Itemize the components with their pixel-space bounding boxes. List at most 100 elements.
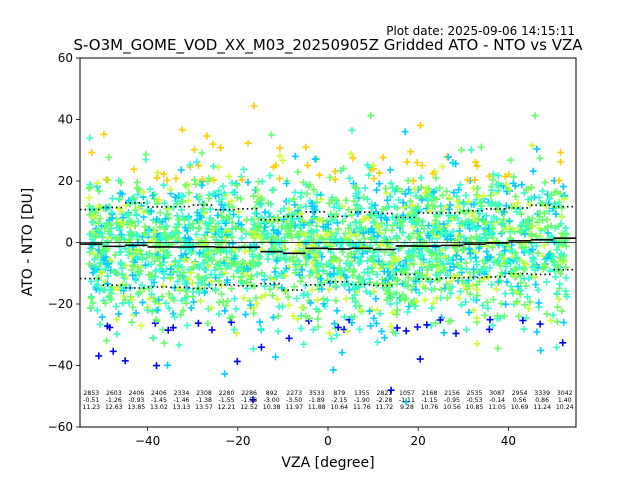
- scatter-point: [480, 230, 488, 238]
- scatter-point: [148, 282, 156, 290]
- scatter-point: [407, 215, 415, 223]
- bin-count-label: 3087: [489, 390, 505, 397]
- scatter-point: [405, 233, 413, 241]
- scatter-point: [388, 293, 396, 301]
- scatter-point: [253, 300, 261, 308]
- scatter-point: [244, 178, 252, 186]
- scatter-point: [352, 219, 360, 227]
- scatter-point: [470, 295, 478, 303]
- scatter-point: [539, 187, 546, 195]
- scatter-point: [402, 269, 410, 277]
- scatter-point: [302, 260, 310, 268]
- scatter-point: [332, 230, 340, 238]
- scatter-point: [502, 180, 510, 188]
- scatter-point: [158, 293, 166, 300]
- scatter-point: [446, 266, 454, 274]
- scatter-point: [458, 277, 466, 285]
- scatter-point: [484, 253, 492, 261]
- scatter-point: [452, 160, 460, 168]
- scatter-point: [92, 285, 100, 293]
- scatter-point: [223, 279, 231, 287]
- scatter-point: [498, 230, 506, 237]
- scatter-point: [431, 244, 439, 251]
- scatter-point: [264, 199, 272, 207]
- scatter-point: [477, 237, 485, 245]
- scatter-point: [183, 321, 191, 329]
- scatter-point: [116, 226, 124, 234]
- scatter-point: [341, 266, 349, 274]
- scatter-point: [134, 190, 142, 198]
- scatter-point: [425, 222, 433, 229]
- scatter-point: [543, 254, 551, 262]
- scatter-point: [290, 195, 298, 203]
- scatter-point: [333, 307, 341, 315]
- scatter-point: [481, 311, 489, 319]
- scatter-point: [457, 255, 465, 263]
- scatter-point: [554, 303, 561, 311]
- scatter-point: [270, 281, 278, 289]
- scatter-point: [176, 273, 184, 281]
- scatter-point: [255, 255, 263, 263]
- scatter-point: [313, 252, 321, 260]
- scatter-point: [370, 256, 378, 264]
- scatter-point: [494, 278, 502, 286]
- scatter-point: [501, 247, 509, 254]
- scatter-point: [191, 176, 198, 184]
- bin-std-label: 11.23: [82, 404, 100, 411]
- scatter-point: [103, 322, 111, 330]
- scatter-point: [198, 175, 206, 183]
- scatter-point: [528, 263, 536, 271]
- scatter-point: [451, 214, 459, 221]
- scatter-point: [401, 296, 409, 304]
- scatter-point: [413, 297, 421, 305]
- scatter-point: [102, 265, 109, 273]
- bin-count-label: 3042: [557, 390, 573, 397]
- scatter-point: [164, 326, 172, 334]
- scatter-point: [498, 220, 505, 228]
- scatter-point: [247, 301, 255, 309]
- scatter-point: [256, 318, 264, 326]
- scatter-point: [224, 214, 232, 222]
- scatter-point: [380, 268, 388, 275]
- scatter-point: [271, 268, 279, 276]
- scatter-point: [431, 285, 439, 293]
- scatter-point: [88, 235, 96, 243]
- x-tick-label: 20: [411, 434, 426, 448]
- scatter-point: [343, 327, 351, 335]
- scatter-point: [229, 203, 236, 211]
- scatter-point: [326, 174, 334, 181]
- y-axis-label: ATO - NTO [DU]: [20, 188, 36, 296]
- scatter-point: [553, 246, 561, 254]
- scatter-point: [138, 281, 146, 289]
- bin-mean-label: -1.55: [219, 397, 235, 404]
- scatter-point: [419, 261, 427, 269]
- bin-mean-label: -1.26: [106, 397, 122, 404]
- scatter-point: [222, 269, 229, 277]
- scatter-point: [463, 326, 470, 334]
- scatter-point: [92, 232, 100, 240]
- scatter-point: [314, 323, 322, 331]
- scatter-point: [558, 229, 566, 237]
- scatter-point: [265, 209, 273, 217]
- scatter-point: [369, 162, 377, 170]
- scatter-point: [151, 298, 159, 306]
- scatter-point: [331, 167, 339, 175]
- scatter-point: [552, 210, 560, 218]
- scatter-point: [357, 225, 365, 233]
- scatter-point: [150, 278, 158, 286]
- scatter-point: [562, 274, 570, 282]
- scatter-point: [218, 282, 226, 290]
- scatter-point: [258, 293, 266, 301]
- scatter-point: [97, 229, 105, 237]
- scatter-point: [498, 251, 506, 259]
- scatter-point: [496, 262, 504, 270]
- scatter-point: [478, 265, 486, 273]
- statistics-lines: [80, 201, 576, 291]
- scatter-point: [228, 197, 236, 205]
- scatter-point: [207, 205, 214, 213]
- scatter-point: [212, 263, 220, 271]
- scatter-point: [302, 202, 310, 210]
- scatter-point: [228, 189, 236, 197]
- scatter-point: [426, 207, 434, 215]
- scatter-point: [177, 192, 185, 200]
